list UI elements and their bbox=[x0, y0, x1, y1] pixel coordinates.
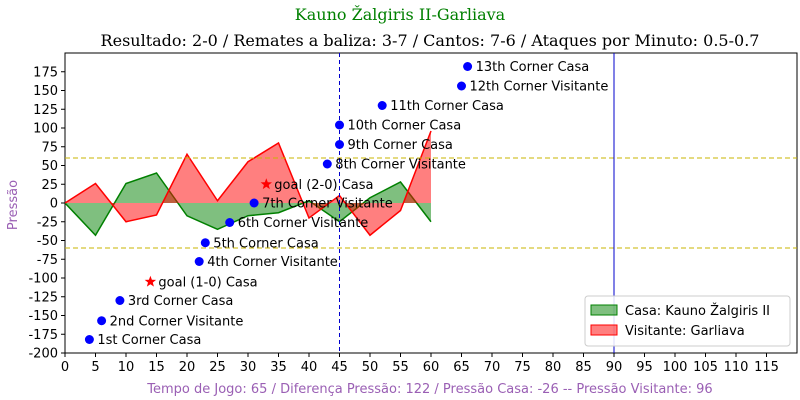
y-tick-label: 0 bbox=[50, 197, 58, 212]
x-tick-label: 55 bbox=[392, 360, 409, 375]
chart-subtitle: Resultado: 2-0 / Remates a baliza: 3-7 /… bbox=[101, 31, 760, 50]
away-pressure-line bbox=[65, 130, 432, 237]
corner-dot-marker bbox=[84, 335, 94, 344]
y-tick-label: 125 bbox=[33, 103, 58, 118]
corner-dot-marker bbox=[335, 120, 344, 130]
event-label: 5th Corner Casa bbox=[213, 236, 318, 251]
event-label: 3rd Corner Casa bbox=[128, 294, 233, 309]
plot-series-group bbox=[65, 53, 797, 353]
x-tick-label: 5 bbox=[91, 360, 99, 375]
corner-dot-marker bbox=[463, 62, 473, 71]
y-tick-label: -25 bbox=[37, 215, 58, 230]
legend-box bbox=[584, 295, 791, 347]
event-label: 1st Corner Casa bbox=[97, 333, 201, 348]
corner-dot-marker bbox=[457, 81, 466, 91]
event-label: 9th Corner Casa bbox=[348, 138, 453, 153]
event-label: 6th Corner Visitante bbox=[238, 216, 369, 231]
event-label: 2nd Corner Visitante bbox=[110, 314, 244, 329]
legend-label-home: Casa: Kauno Žalgiris II bbox=[625, 303, 770, 319]
y-tick-label: -150 bbox=[28, 309, 58, 324]
corner-dot-marker bbox=[225, 218, 235, 227]
y-tick-label: -200 bbox=[28, 347, 58, 362]
x-tick-label: 45 bbox=[331, 360, 348, 375]
y-tick-label: -175 bbox=[28, 328, 58, 343]
y-tick-label: 25 bbox=[41, 178, 58, 193]
event-label: 12th Corner Visitante bbox=[470, 80, 609, 95]
y-tick-label: 150 bbox=[33, 84, 58, 99]
y-tick-label: 75 bbox=[41, 140, 58, 155]
y-tick-label: -100 bbox=[28, 272, 58, 287]
corner-dot-marker bbox=[200, 238, 210, 248]
x-tick-label: 20 bbox=[179, 360, 196, 375]
x-tick-label: 25 bbox=[209, 360, 226, 375]
event-label: goal (2-0) Casa bbox=[274, 178, 373, 193]
x-tick-label: 70 bbox=[484, 360, 501, 375]
y-tick-label: 175 bbox=[33, 65, 58, 80]
goal-star-marker bbox=[260, 178, 273, 190]
x-tick-label: 15 bbox=[148, 360, 165, 375]
corner-dot-marker bbox=[322, 159, 332, 169]
home-pressure-area bbox=[65, 173, 431, 236]
x-tick-label: 65 bbox=[453, 360, 470, 375]
corner-dot-marker bbox=[335, 140, 344, 149]
corner-dot-marker bbox=[249, 198, 259, 208]
x-tick-label: 35 bbox=[270, 360, 287, 375]
legend: Casa: Kauno Žalgiris II Visitante: Garlia… bbox=[584, 295, 791, 347]
x-tick-label: 10 bbox=[118, 360, 135, 375]
y-axis-label: Pressão bbox=[6, 180, 21, 230]
event-label: 8th Corner Visitante bbox=[335, 158, 466, 173]
x-tick-label: 110 bbox=[724, 360, 749, 375]
x-tick-label: 30 bbox=[240, 360, 257, 375]
corner-dot-marker bbox=[115, 296, 125, 305]
event-label: 4th Corner Visitante bbox=[207, 255, 338, 270]
home-pressure-line bbox=[65, 172, 432, 237]
legend-swatch-away bbox=[590, 324, 618, 336]
event-label: 13th Corner Casa bbox=[476, 60, 590, 75]
legend-swatch-home bbox=[590, 304, 618, 316]
corner-dot-marker bbox=[97, 316, 107, 326]
x-tick-label: 90 bbox=[606, 360, 623, 375]
event-label: 10th Corner Casa bbox=[348, 119, 462, 134]
x-tick-label: 50 bbox=[362, 360, 379, 375]
x-tick-label: 85 bbox=[575, 360, 592, 375]
corner-dot-marker bbox=[377, 101, 387, 110]
y-tick-label: 100 bbox=[33, 122, 58, 137]
x-tick-label: 40 bbox=[301, 360, 318, 375]
x-tick-label: 105 bbox=[693, 360, 718, 375]
legend-label-away: Visitante: Garliava bbox=[625, 324, 745, 339]
y-tick-label: 50 bbox=[41, 159, 58, 174]
plot-area: 0 5 10 15 20 25 30 35 40 45 50 55 60 65 70 75 80 85 90 95 10… bbox=[28, 52, 798, 375]
event-label: 7th Corner Visitante bbox=[262, 197, 393, 212]
chart-title: Kauno Žalgiris II-Garliava bbox=[295, 4, 506, 24]
x-tick-label: 60 bbox=[423, 360, 440, 375]
y-tick-label: -125 bbox=[28, 290, 58, 305]
y-tick-label: -75 bbox=[37, 253, 58, 268]
x-tick-label: 80 bbox=[545, 360, 562, 375]
away-pressure-area bbox=[65, 131, 431, 236]
x-tick-label: 75 bbox=[514, 360, 531, 375]
x-tick-label: 0 bbox=[61, 360, 69, 375]
x-tick-label: 95 bbox=[636, 360, 653, 375]
goal-star-marker bbox=[144, 275, 157, 287]
event-label: 11th Corner Casa bbox=[390, 99, 504, 114]
x-axis-label: Tempo de Jogo: 65 / Diferença Pressão: 1… bbox=[146, 382, 712, 397]
corner-dot-marker bbox=[194, 257, 204, 266]
x-tick-label: 100 bbox=[663, 360, 688, 375]
event-label: goal (1-0) Casa bbox=[158, 275, 257, 290]
x-tick-label: 115 bbox=[754, 360, 779, 375]
y-tick-label: -50 bbox=[37, 234, 58, 249]
